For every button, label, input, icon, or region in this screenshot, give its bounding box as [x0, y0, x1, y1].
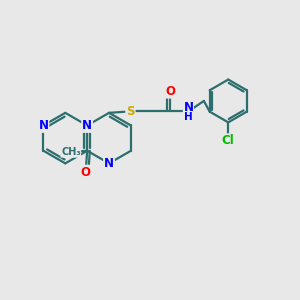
Text: N: N — [82, 119, 92, 132]
Text: N: N — [183, 101, 194, 114]
Text: H: H — [184, 112, 193, 122]
Text: O: O — [81, 166, 91, 178]
Text: CH₃: CH₃ — [61, 147, 81, 157]
Text: N: N — [38, 119, 48, 132]
Text: O: O — [165, 85, 175, 98]
Text: Cl: Cl — [222, 134, 235, 147]
Text: S: S — [126, 105, 135, 118]
Text: N: N — [104, 157, 114, 170]
